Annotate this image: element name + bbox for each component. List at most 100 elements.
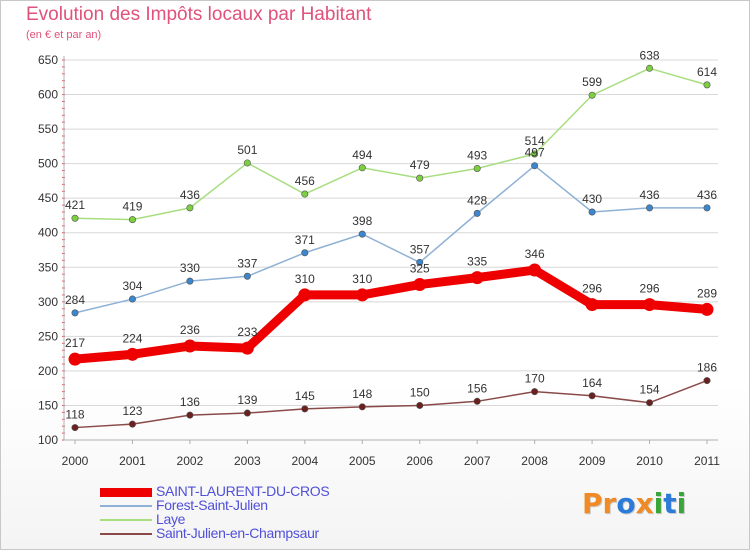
data-point	[183, 339, 197, 353]
data-point	[703, 377, 711, 385]
series-lines	[68, 64, 714, 432]
data-point	[588, 392, 596, 400]
data-label: 136	[180, 395, 200, 409]
chart-title: Evolution des Impôts locaux par Habitant	[26, 4, 372, 25]
x-tick-label: 2005	[349, 454, 376, 468]
legend-label: Forest-Saint-Julien	[156, 497, 268, 513]
data-point	[413, 278, 427, 292]
data-label: 154	[640, 383, 660, 397]
axes: 100 150 200 250 300 350 400 450 500 550 600 650 2000…	[38, 53, 720, 468]
x-tick-label: 2000	[62, 454, 89, 468]
x-tick-label: 2001	[119, 454, 146, 468]
data-label: 139	[237, 393, 257, 407]
legend-swatch	[100, 487, 152, 497]
data-label: 421	[65, 198, 85, 212]
series-3	[71, 377, 711, 432]
data-label: 614	[697, 65, 717, 79]
x-tick-label: 2008	[521, 454, 548, 468]
series-2	[71, 64, 711, 224]
data-label: 436	[697, 188, 717, 202]
data-label: 428	[467, 193, 487, 207]
series-1	[71, 162, 711, 317]
data-point	[68, 352, 82, 366]
data-point	[528, 263, 542, 277]
data-label: 156	[467, 381, 487, 395]
data-label: 436	[640, 188, 660, 202]
legend-label: Laye	[156, 511, 186, 527]
legend-label: Saint-Julien-en-Champsaur	[156, 525, 319, 541]
data-point	[125, 347, 139, 361]
data-label: 419	[122, 200, 142, 214]
data-point	[588, 91, 596, 99]
y-tick-label: 600	[38, 88, 58, 102]
x-tick-label: 2011	[694, 454, 720, 468]
proxiti-logo: Proxiti	[582, 487, 686, 520]
y-tick-label: 150	[38, 398, 58, 412]
data-label: 217	[65, 336, 85, 350]
data-label: 289	[697, 286, 717, 300]
data-point	[71, 424, 79, 432]
data-point	[358, 164, 366, 172]
data-label: 296	[582, 282, 602, 296]
data-point	[301, 190, 309, 198]
data-point	[470, 271, 484, 285]
data-label: 497	[525, 146, 545, 160]
y-tick-label: 200	[38, 364, 58, 378]
y-tick-label: 400	[38, 226, 58, 240]
x-tick-label: 2010	[636, 454, 663, 468]
data-point	[416, 401, 424, 409]
data-point	[531, 162, 539, 170]
data-label: 599	[582, 75, 602, 89]
data-point	[646, 204, 654, 212]
x-tick-label: 2004	[291, 454, 318, 468]
data-point	[416, 174, 424, 182]
y-tick-label: 650	[38, 53, 58, 67]
data-point	[531, 150, 539, 158]
data-point	[243, 159, 251, 167]
data-point	[473, 164, 481, 172]
data-point	[531, 388, 539, 396]
data-point	[128, 420, 136, 428]
data-point	[473, 397, 481, 405]
y-tick-label: 300	[38, 295, 58, 309]
x-tick-label: 2007	[464, 454, 491, 468]
data-point	[240, 341, 254, 355]
data-label: 335	[467, 255, 487, 269]
data-point	[585, 298, 599, 312]
y-tick-label: 100	[38, 433, 58, 447]
series-line	[70, 265, 712, 364]
data-label: 357	[410, 242, 430, 256]
x-tick-label: 2006	[406, 454, 433, 468]
data-point	[588, 208, 596, 216]
data-point	[71, 309, 79, 317]
data-label: 479	[410, 158, 430, 172]
data-label: 493	[467, 148, 487, 162]
y-tick-label: 550	[38, 122, 58, 136]
logo-letter: i	[676, 487, 687, 520]
logo-letter: t	[663, 487, 677, 520]
data-point	[186, 204, 194, 212]
data-point	[646, 64, 654, 72]
data-point	[416, 258, 424, 266]
data-label: 456	[295, 174, 315, 188]
legend-swatch	[100, 505, 152, 507]
data-label: 296	[640, 282, 660, 296]
y-tick-label: 450	[38, 191, 58, 205]
data-label: 430	[582, 192, 602, 206]
legend-label: SAINT-LAURENT-DU-CROS	[156, 483, 330, 499]
series-line	[74, 67, 708, 221]
data-point	[298, 288, 312, 302]
data-label: 330	[180, 261, 200, 275]
data-point	[71, 214, 79, 222]
data-point	[473, 209, 481, 217]
series-line	[74, 164, 708, 314]
data-point	[128, 216, 136, 224]
data-point	[358, 403, 366, 411]
data-point	[186, 411, 194, 419]
y-tick-label: 250	[38, 329, 58, 343]
data-label: 150	[410, 385, 430, 399]
data-label: 284	[65, 293, 85, 307]
series-0	[68, 263, 714, 366]
